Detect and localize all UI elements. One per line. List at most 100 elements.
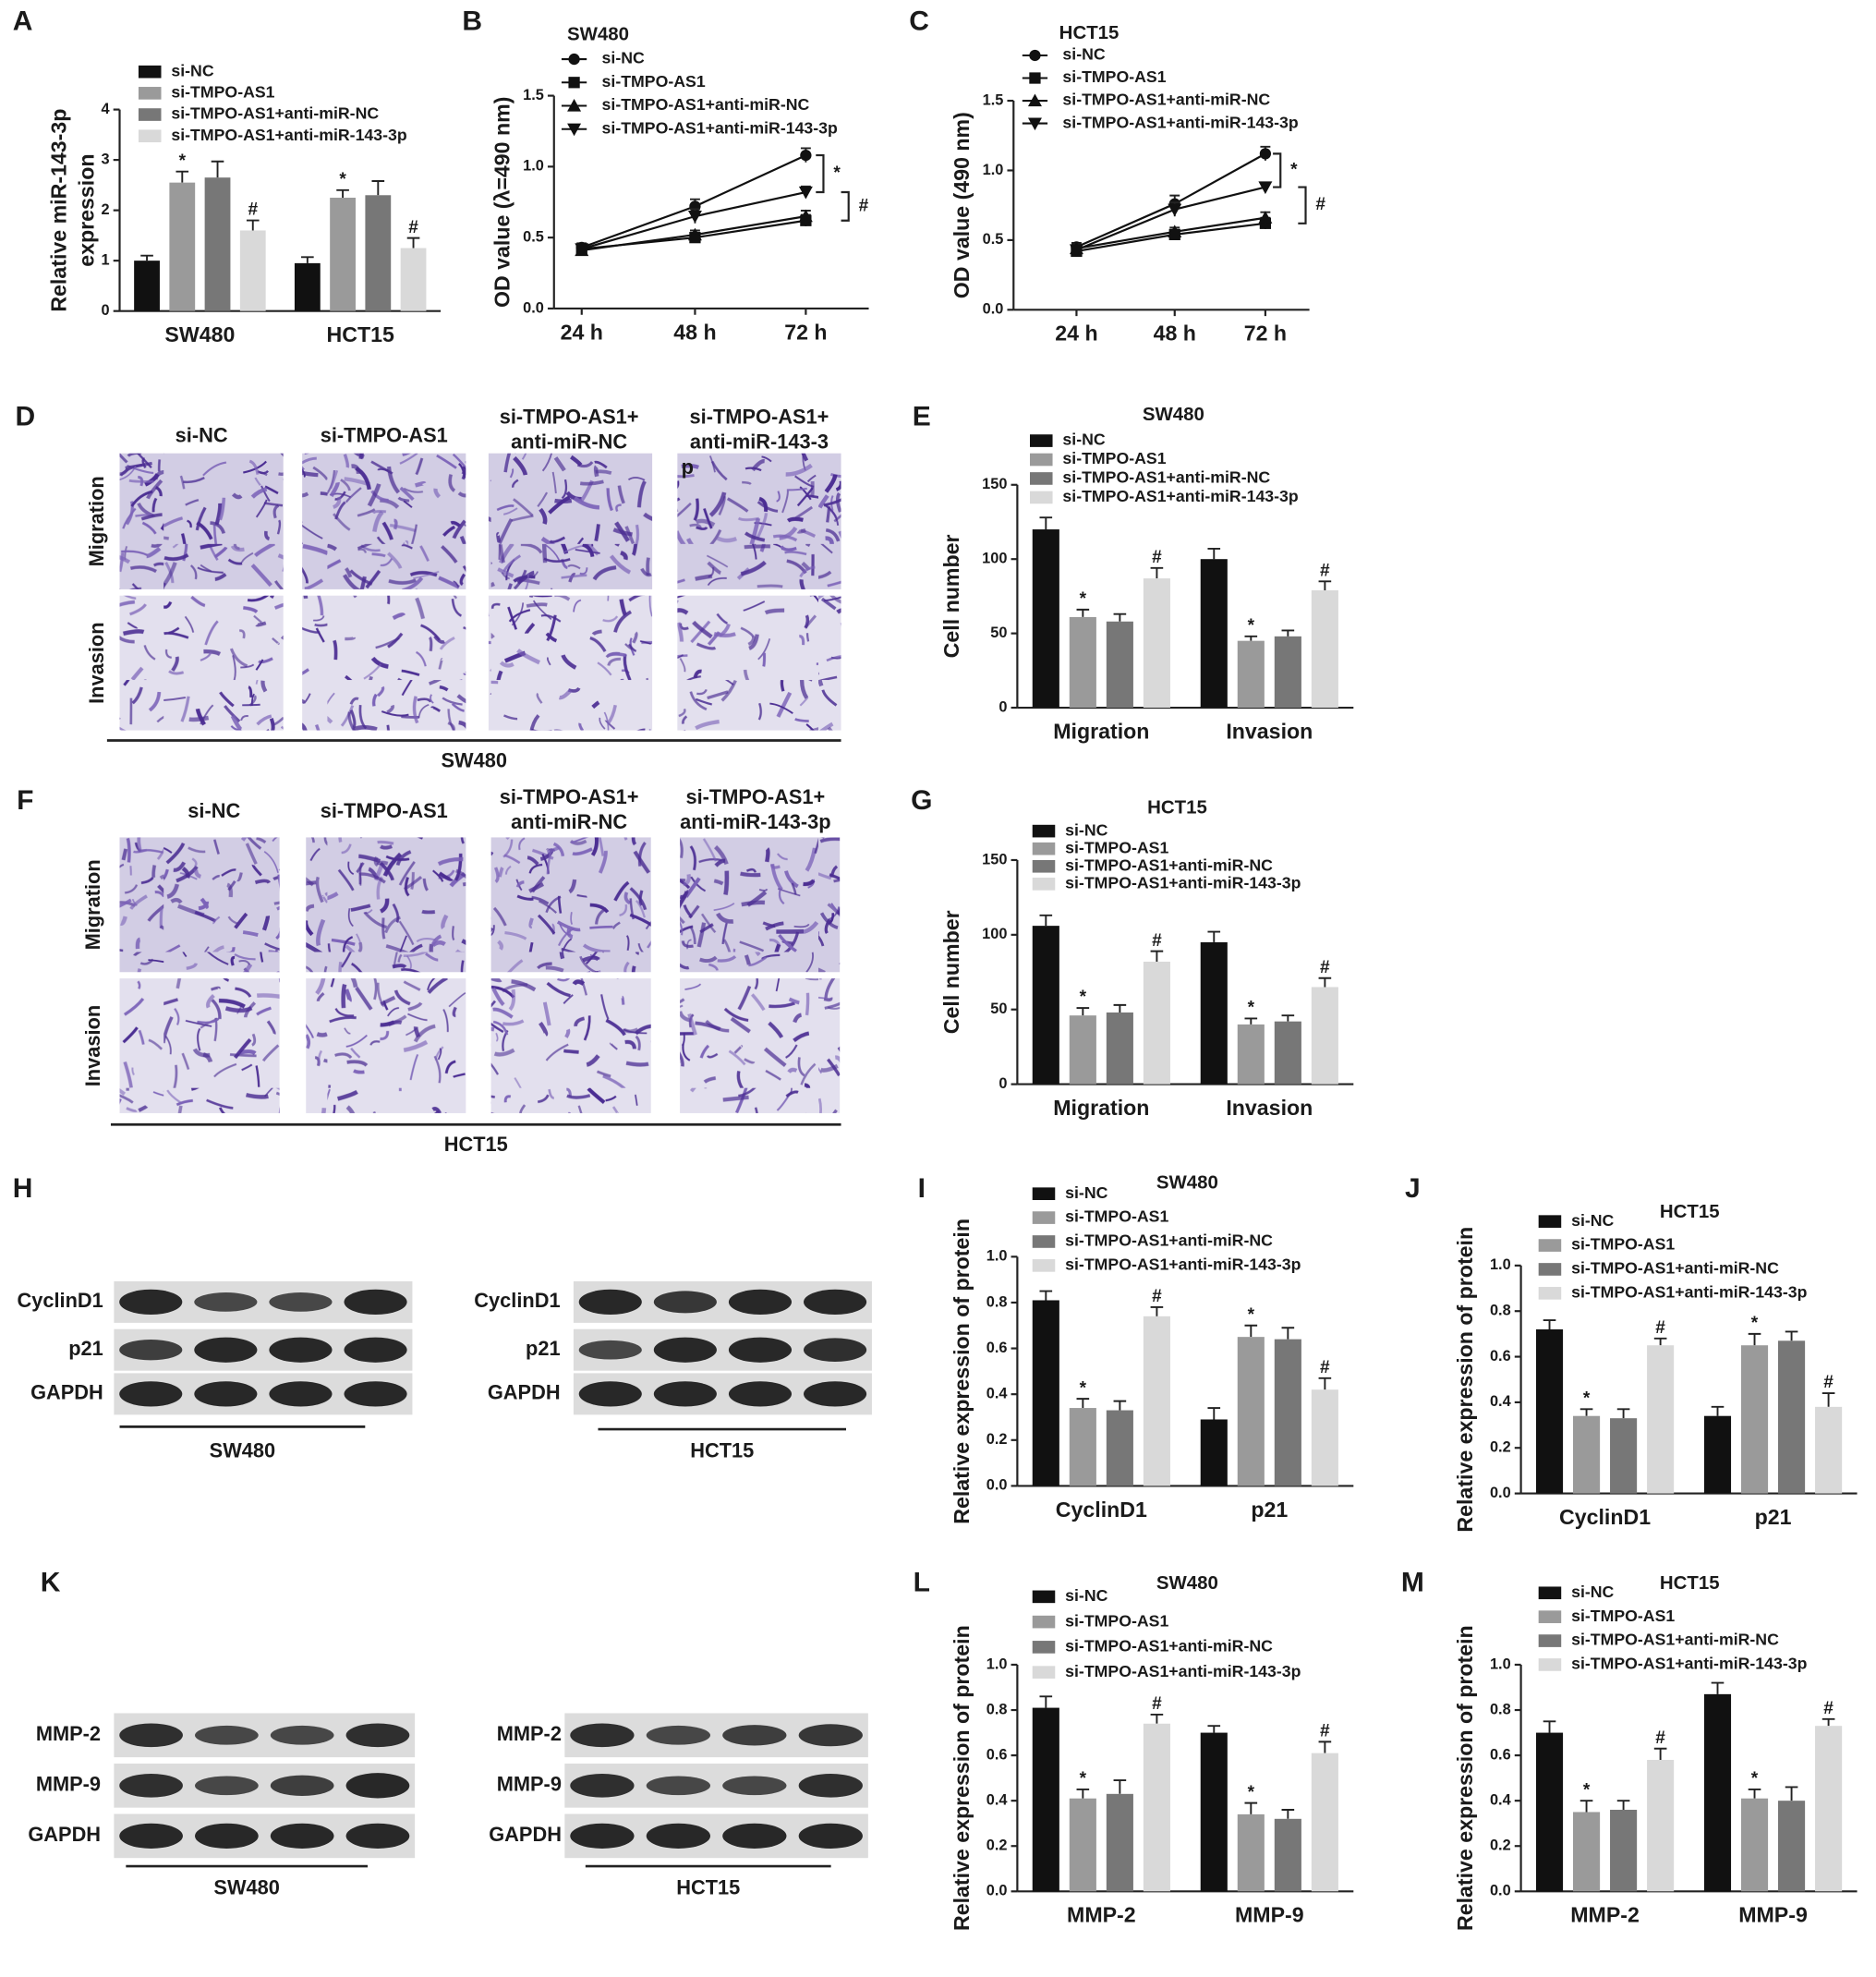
x-tick-label: CyclinD1 xyxy=(1056,1498,1147,1522)
bar xyxy=(1311,1753,1338,1892)
legend-label: si-TMPO-AS1+anti-miR-143-3p xyxy=(1571,1655,1807,1673)
y-tick-label: 0.8 xyxy=(1490,1701,1511,1717)
blot-band xyxy=(646,1725,711,1745)
data-point xyxy=(575,243,589,256)
micrograph xyxy=(119,978,280,1113)
micrograph xyxy=(677,453,841,589)
legend-swatch xyxy=(1032,1235,1056,1248)
blot-band xyxy=(195,1776,259,1796)
legend-label: si-TMPO-AS1+anti-miR-NC xyxy=(1065,1231,1273,1250)
blot-band xyxy=(119,1723,183,1748)
data-point xyxy=(568,53,580,66)
error-bar xyxy=(1113,1003,1127,1013)
error-bar xyxy=(1822,1717,1835,1727)
bar xyxy=(1106,1793,1133,1892)
legend-swatch xyxy=(1538,1263,1562,1276)
legend-label: si-TMPO-AS1 xyxy=(1065,1207,1168,1226)
significance-marker: # xyxy=(1655,1318,1665,1338)
bar xyxy=(1778,1340,1806,1494)
blot-band xyxy=(269,1292,333,1312)
legend-label: si-NC xyxy=(602,49,645,67)
bar xyxy=(365,195,392,311)
significance-marker: * xyxy=(1248,1783,1255,1802)
blot-row-label: MMP-9 xyxy=(36,1773,101,1796)
bar xyxy=(1106,1012,1133,1085)
y-tick-label: 0.6 xyxy=(1490,1746,1511,1763)
x-tick-label: Migration xyxy=(1053,719,1149,743)
legend-swatch xyxy=(1032,1590,1056,1604)
y-tick-label: 1.0 xyxy=(983,162,1004,178)
y-tick-label: 0.0 xyxy=(983,301,1004,318)
micrograph xyxy=(488,595,653,731)
significance-bracket xyxy=(1273,152,1282,188)
significance-marker: # xyxy=(1315,195,1325,214)
panel-label: M xyxy=(1401,1568,1424,1598)
blot-band xyxy=(344,1337,407,1363)
chart-title: SW480 xyxy=(1156,1172,1218,1194)
blot-band xyxy=(728,1289,793,1316)
bar xyxy=(1815,1726,1843,1892)
significance-marker: # xyxy=(1152,1287,1162,1306)
blot-band xyxy=(119,1340,183,1361)
row-label: Migration xyxy=(85,476,108,566)
y-tick-label: 1.0 xyxy=(1490,1656,1511,1672)
y-tick-label: 0 xyxy=(102,302,110,319)
error-bar xyxy=(1207,930,1221,942)
y-tick-label: 0.2 xyxy=(1490,1439,1511,1456)
bar xyxy=(239,230,266,311)
blot-band xyxy=(270,1725,334,1745)
error-bar xyxy=(1039,1695,1053,1708)
blot-band xyxy=(653,1381,717,1407)
significance-marker: * xyxy=(1583,1389,1591,1408)
x-tick-label: CyclinD1 xyxy=(1559,1505,1651,1529)
legend-swatch xyxy=(1032,1666,1056,1679)
bar xyxy=(1200,941,1228,1085)
bar xyxy=(1610,1809,1638,1892)
error-bar xyxy=(1244,635,1258,641)
legend-swatch xyxy=(1538,1658,1562,1671)
error-bar xyxy=(175,170,189,183)
y-tick-label: 1.0 xyxy=(986,1656,1008,1672)
legend-swatch xyxy=(1030,491,1053,504)
y-axis-label: OD value (490 nm) xyxy=(950,112,974,298)
y-tick-label: 2 xyxy=(102,201,110,218)
blot-band xyxy=(119,1289,183,1316)
bar xyxy=(1237,1813,1265,1892)
error-bar xyxy=(1039,914,1053,927)
legend-label: si-TMPO-AS1+anti-miR-143-3p xyxy=(1571,1283,1807,1302)
blot-row-label: GAPDH xyxy=(30,1381,103,1404)
y-tick-label: 1 xyxy=(102,251,110,268)
legend-label: si-NC xyxy=(1065,820,1107,839)
data-point xyxy=(1069,244,1083,257)
error-bar xyxy=(1244,1017,1258,1025)
blot-band xyxy=(578,1381,642,1407)
bar xyxy=(1200,1419,1228,1486)
significance-marker: * xyxy=(1080,1769,1087,1789)
blot-row-label: GAPDH xyxy=(488,1381,561,1404)
y-axis-label: Relative expression of protein xyxy=(1453,1625,1477,1931)
significance-marker: * xyxy=(1290,161,1298,180)
legend-swatch xyxy=(1032,1259,1056,1272)
y-tick-label: 1.0 xyxy=(523,158,544,175)
blot-band xyxy=(119,1823,183,1849)
significance-bracket xyxy=(1298,186,1307,224)
data-point xyxy=(1258,211,1273,224)
y-axis-label: Relative expression of protein xyxy=(1453,1227,1477,1533)
column-header: si-TMPO-AS1 xyxy=(321,799,448,822)
data-point xyxy=(1027,93,1042,107)
legend-label: si-TMPO-AS1+anti-miR-NC xyxy=(1571,1259,1779,1278)
x-tick-label: 48 h xyxy=(673,320,716,344)
legend-label: si-TMPO-AS1 xyxy=(602,72,706,91)
chart-title: HCT15 xyxy=(1059,22,1120,43)
data-point xyxy=(798,209,813,223)
y-axis-label: OD value (λ=490 nm) xyxy=(490,97,514,308)
significance-marker: * xyxy=(833,164,841,183)
bar xyxy=(1815,1406,1843,1494)
column-header: anti-miR-143-3 xyxy=(690,431,829,454)
bar xyxy=(1032,1707,1059,1892)
significance-bracket xyxy=(816,154,825,194)
error-bar xyxy=(1113,1779,1127,1794)
legend-label: si-TMPO-AS1 xyxy=(1065,838,1168,856)
data-point xyxy=(687,227,702,241)
